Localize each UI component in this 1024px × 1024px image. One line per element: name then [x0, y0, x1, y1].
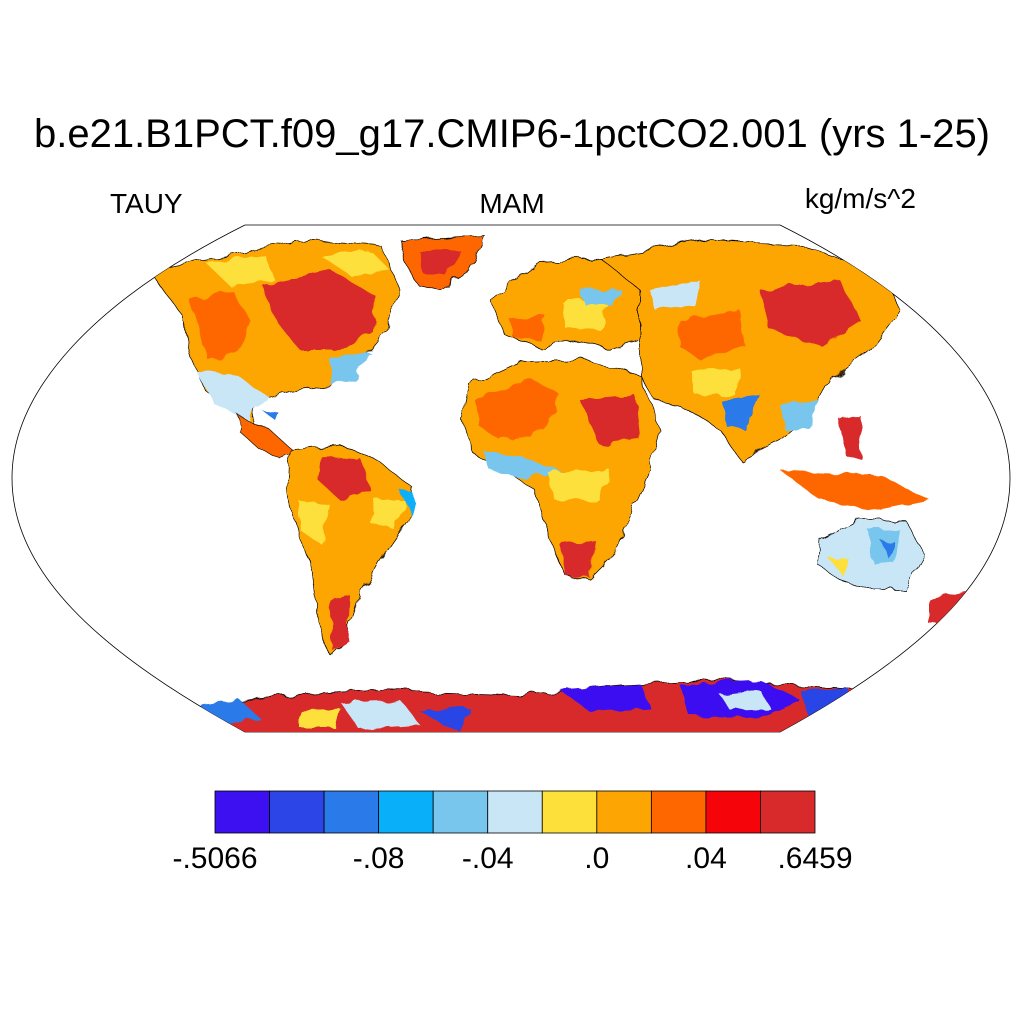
asia: [599, 239, 930, 510]
plot-title: b.e21.B1PCT.f09_g17.CMIP6-1pctCO2.001 (y…: [33, 112, 991, 156]
colorbar: [214, 790, 816, 834]
south-america: [287, 444, 416, 656]
colorbar-swatch: [269, 790, 325, 834]
colorbar-swatch: [650, 790, 707, 834]
season-label: MAM: [479, 188, 545, 219]
colorbar-swatch: [760, 790, 816, 834]
central-america: [237, 410, 296, 459]
colorbar-tick-label: -.04: [461, 842, 514, 875]
colorbar-swatch: [323, 790, 380, 834]
colorbar-swatch: [378, 790, 434, 834]
colorbar-tick-label: -.08: [352, 842, 405, 875]
antarctica: [12, 679, 1010, 732]
variable-label: TAUY: [110, 188, 183, 219]
colorbar-tick-label: .6459: [777, 842, 853, 875]
greenland: [399, 235, 486, 291]
colorbar-swatch: [432, 790, 489, 834]
colorbar-tick-label: -.5066: [172, 842, 258, 875]
units-label: kg/m/s^2: [804, 183, 916, 214]
colorbar-tick-label: .0: [584, 842, 610, 875]
colorbar-tick-label: .04: [685, 842, 727, 875]
north-america: [149, 239, 401, 426]
colorbar-swatch: [596, 790, 652, 834]
colorbar-swatch: [214, 790, 270, 834]
africa: [461, 359, 661, 581]
colorbar-swatch: [541, 790, 598, 834]
colorbar-swatch: [705, 790, 761, 834]
colorbar-swatch: [487, 790, 543, 834]
world-map: [11, 224, 1011, 733]
europe: [489, 257, 641, 351]
